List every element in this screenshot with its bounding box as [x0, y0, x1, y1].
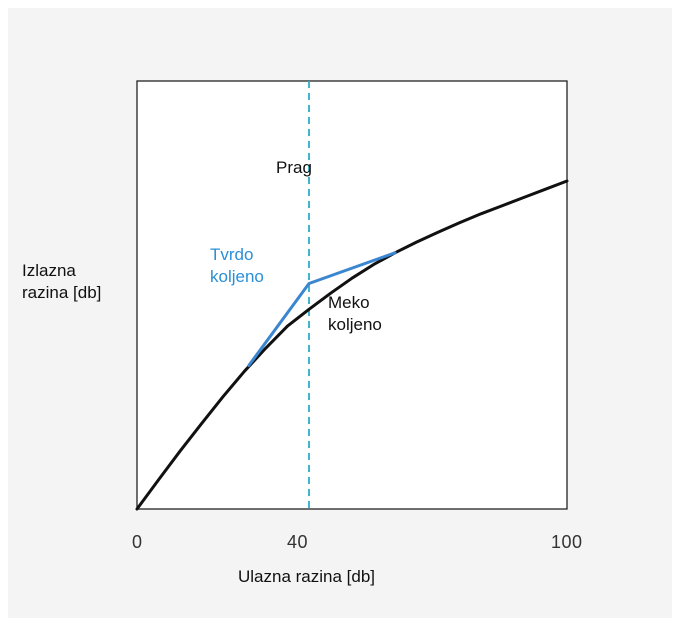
threshold-label: Prag: [276, 158, 312, 177]
y-axis-label-line: razina [db]: [22, 283, 102, 302]
x-tick-label: 40: [287, 532, 309, 552]
soft-knee-curve: [135, 179, 569, 511]
y-axis-label-line: Izlazna: [22, 261, 76, 280]
hard-knee-label-line: Tvrdo: [210, 245, 254, 264]
y-axis-label: Izlazna razina [db]: [22, 260, 101, 304]
soft-knee-label-line: koljeno: [328, 315, 382, 334]
x-tick-label: 100: [551, 532, 583, 552]
hard-knee-curve: [247, 251, 397, 367]
x-axis-label: Ulazna razina [db]: [238, 567, 376, 586]
hard-knee-label: Tvrdo koljeno: [210, 244, 264, 288]
plot-frame: [136, 80, 568, 510]
x-tick-label: 0: [132, 532, 143, 552]
soft-knee-label: Meko koljeno: [328, 292, 382, 336]
soft-knee-label-line: Meko: [328, 293, 370, 312]
hard-knee-label-line: koljeno: [210, 267, 264, 286]
